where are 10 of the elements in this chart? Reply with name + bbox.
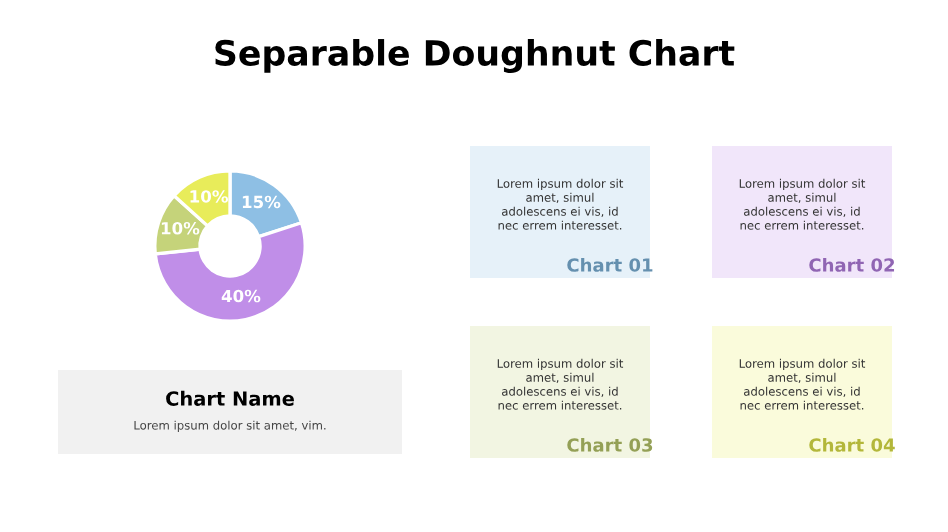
- category-label: Chart 03: [567, 437, 653, 452]
- data-label: 10%: [190, 190, 229, 203]
- category-label: Chart 04: [809, 437, 895, 452]
- data-label: 15%: [242, 195, 281, 209]
- data-label: 40%: [221, 289, 261, 303]
- data-label: 10%: [161, 221, 200, 235]
- category-label: Chart 02: [809, 257, 895, 272]
- text: Chart Name: [166, 390, 294, 406]
- text: Separable Doughnut Chart: [215, 39, 735, 73]
- category-label: Chart 01: [567, 257, 653, 272]
